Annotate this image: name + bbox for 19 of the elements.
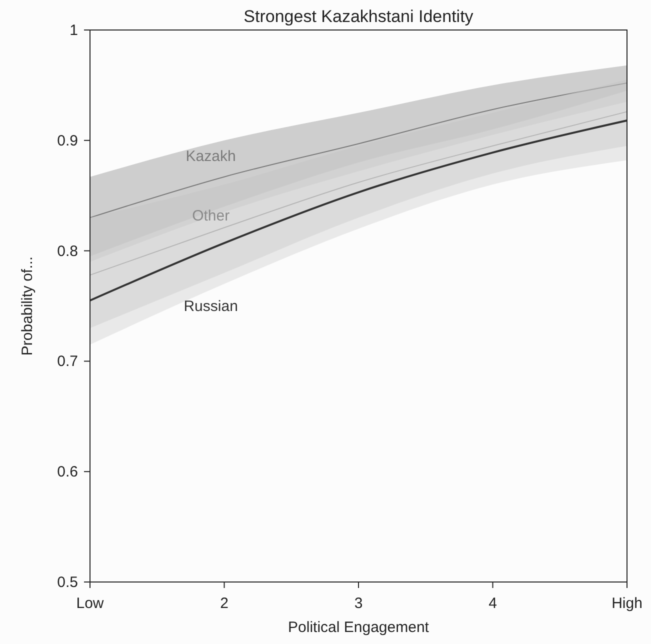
x-tick-label: 3	[354, 595, 363, 612]
y-tick-label: 0.8	[57, 242, 78, 260]
y-tick-label: 0.9	[57, 132, 78, 150]
x-tick-label: High	[612, 595, 642, 612]
x-tick-label: Low	[76, 595, 104, 612]
text: Russian	[184, 298, 238, 315]
x-axis-title: Political Engagement	[288, 619, 430, 636]
x-tick-label: 4	[488, 595, 497, 612]
chart-title: Strongest Kazakhstani Identity	[244, 7, 474, 26]
series-label: Other	[192, 207, 230, 224]
x-tick-label: 2	[220, 595, 228, 612]
y-tick-label: 0.6	[57, 464, 78, 481]
line-series	[90, 111, 628, 276]
y-tick-label: 1	[70, 22, 78, 39]
y-axis-title: Probability of...	[19, 256, 36, 356]
series-label: Kazakh	[186, 148, 236, 165]
y-tick-label: 0.7	[57, 353, 78, 370]
line-series	[89, 120, 628, 302]
y-tick-label: 0.5	[57, 574, 78, 591]
